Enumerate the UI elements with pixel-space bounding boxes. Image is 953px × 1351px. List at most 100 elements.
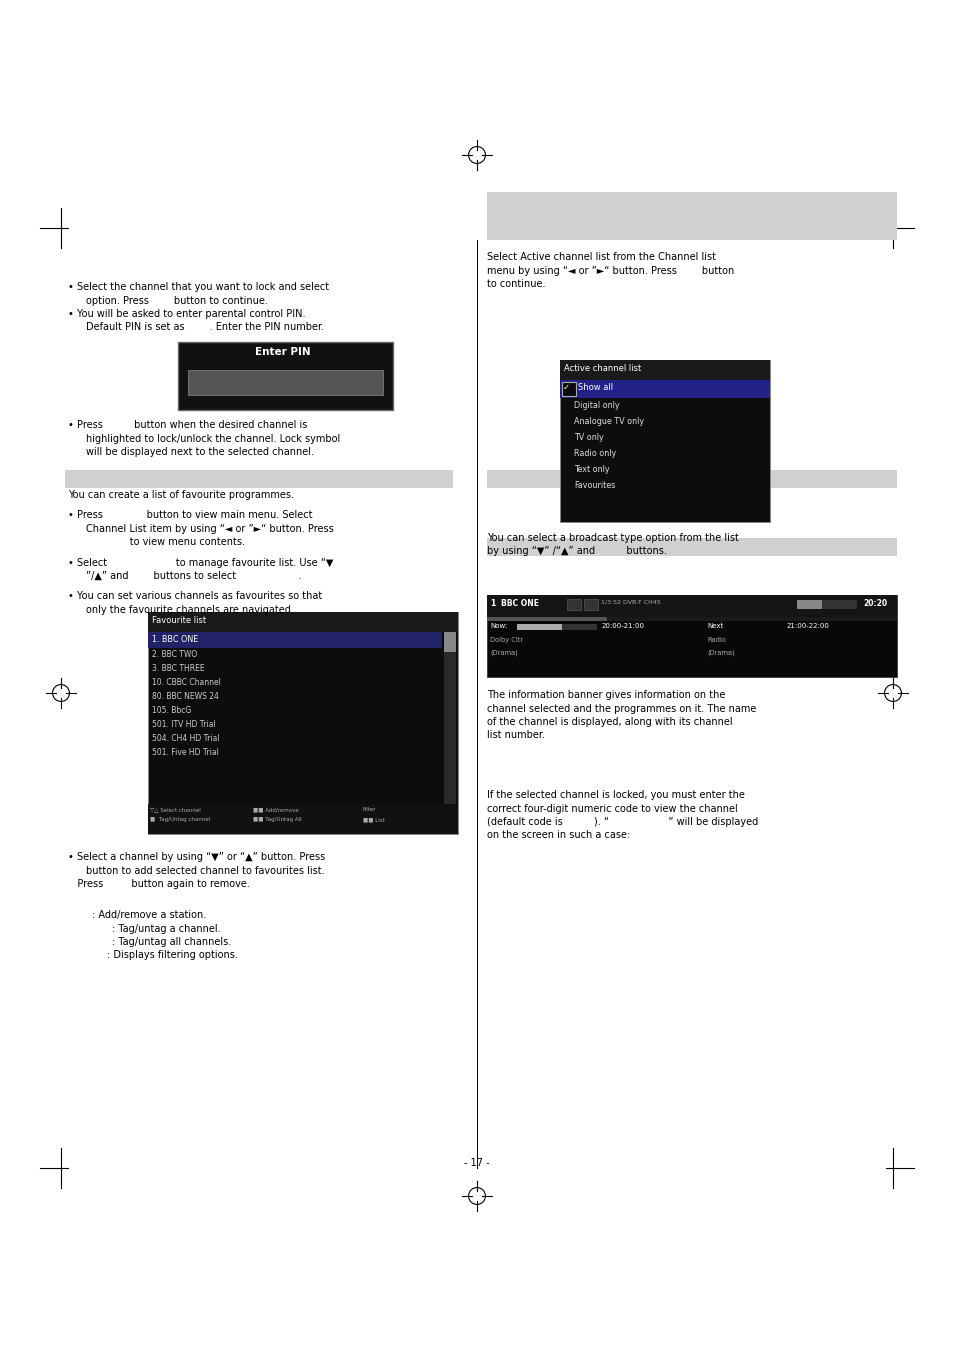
Text: • You can set various channels as favourites so that: • You can set various channels as favour… (68, 592, 322, 601)
Text: 105. BbcG: 105. BbcG (152, 707, 191, 715)
Text: You can create a list of favourite programmes.: You can create a list of favourite progr… (68, 490, 294, 500)
Text: option. Press        button to continue.: option. Press button to continue. (86, 296, 268, 305)
Text: Default PIN is set as        . Enter the PIN number.: Default PIN is set as . Enter the PIN nu… (86, 323, 324, 332)
Bar (486, 594, 896, 617)
Text: • Select                      to manage favourite list. Use “▼: • Select to manage favourite list. Use “… (68, 558, 333, 567)
Text: Now:: Now: (490, 623, 507, 630)
Text: Select Active channel list from the Channel list: Select Active channel list from the Chan… (486, 253, 716, 262)
Text: • You will be asked to enter parental control PIN.: • You will be asked to enter parental co… (68, 309, 305, 319)
Text: The information banner gives information on the: The information banner gives information… (486, 690, 724, 700)
Bar (65, 470, 453, 488)
Text: Next: Next (706, 623, 722, 630)
Text: Enter PIN: Enter PIN (255, 347, 311, 357)
Text: ■■ List: ■■ List (363, 817, 384, 821)
Bar (148, 804, 457, 834)
Bar (486, 538, 896, 557)
Text: If the selected channel is locked, you must enter the: If the selected channel is locked, you m… (486, 790, 744, 800)
Bar (486, 594, 896, 677)
Text: button to add selected channel to favourites list.: button to add selected channel to favour… (86, 866, 324, 875)
Text: BBC ONE: BBC ONE (500, 598, 538, 608)
Text: will be displayed next to the selected channel.: will be displayed next to the selected c… (86, 447, 314, 457)
Text: (default code is          ). “                   ” will be displayed: (default code is ). “ ” will be displaye… (486, 817, 758, 827)
Text: : Tag/untag all channels.: : Tag/untag all channels. (112, 938, 231, 947)
Text: ”/▲” and        buttons to select                    .: ”/▲” and buttons to select . (86, 571, 301, 581)
Bar (148, 612, 457, 834)
Bar (583, 598, 598, 611)
Text: highlighted to lock/unlock the channel. Lock symbol: highlighted to lock/unlock the channel. … (86, 434, 340, 443)
Text: 2. BBC TWO: 2. BBC TWO (152, 650, 197, 659)
Text: 80. BBC NEWS 24: 80. BBC NEWS 24 (152, 692, 218, 701)
Bar (443, 632, 456, 804)
Text: 1: 1 (490, 598, 495, 608)
Text: ✓: ✓ (562, 382, 569, 392)
Bar (517, 624, 597, 630)
Bar (188, 370, 382, 394)
Text: 20:00-21:00: 20:00-21:00 (601, 623, 644, 630)
Bar (148, 612, 457, 632)
Text: of the channel is displayed, along with its channel: of the channel is displayed, along with … (486, 717, 732, 727)
Text: : Add/remove a station.: : Add/remove a station. (91, 911, 206, 920)
Text: : Tag/untag a channel.: : Tag/untag a channel. (112, 924, 220, 934)
Text: • Press              button to view main menu. Select: • Press button to view main menu. Select (68, 511, 313, 520)
Text: correct four-digit numeric code to view the channel: correct four-digit numeric code to view … (486, 804, 737, 813)
Text: Radio: Radio (706, 638, 725, 643)
Text: TV only: TV only (574, 434, 603, 442)
Bar (443, 632, 456, 653)
Text: on the screen in such a case:: on the screen in such a case: (486, 831, 630, 840)
Text: Analogue TV only: Analogue TV only (574, 417, 643, 426)
Text: ■  Tag/Untag channel: ■ Tag/Untag channel (150, 817, 210, 821)
Bar (486, 470, 896, 488)
Text: 20:20: 20:20 (862, 598, 886, 608)
Bar (559, 380, 769, 399)
Text: (Drama): (Drama) (490, 648, 517, 655)
Text: ▽△ Select channel: ▽△ Select channel (150, 807, 200, 812)
Text: Digital only: Digital only (574, 401, 619, 409)
Bar (561, 382, 576, 396)
Text: • Select a channel by using “▼” or “▲” button. Press: • Select a channel by using “▼” or “▲” b… (68, 852, 325, 862)
Text: 501. Five HD Trial: 501. Five HD Trial (152, 748, 218, 757)
Bar (178, 342, 393, 409)
Bar (148, 632, 441, 648)
Text: Channel List item by using “◄ or ”►“ button. Press: Channel List item by using “◄ or ”►“ but… (86, 524, 334, 534)
Bar (486, 617, 896, 621)
Text: • Press          button when the desired channel is: • Press button when the desired channel … (68, 420, 307, 430)
Text: 3. BBC THREE: 3. BBC THREE (152, 663, 204, 673)
Text: channel selected and the programmes on it. The name: channel selected and the programmes on i… (486, 704, 756, 713)
Text: list number.: list number. (486, 731, 544, 740)
Text: 504. CH4 HD Trial: 504. CH4 HD Trial (152, 734, 219, 743)
Bar (796, 600, 821, 609)
Text: 10. CBBC Channel: 10. CBBC Channel (152, 678, 221, 688)
Text: 1/3:52 DVB-T CH45: 1/3:52 DVB-T CH45 (600, 598, 660, 604)
Text: Dolby Cltr: Dolby Cltr (490, 638, 522, 643)
Text: You can select a broadcast type option from the list: You can select a broadcast type option f… (486, 534, 739, 543)
Text: 21:00-22:00: 21:00-22:00 (786, 623, 829, 630)
Text: Show all: Show all (578, 382, 613, 392)
Text: (Drama): (Drama) (706, 648, 734, 655)
Text: : Displays filtering options.: : Displays filtering options. (107, 951, 237, 961)
Text: Favourites: Favourites (574, 481, 615, 490)
Text: ■■ Add/remove: ■■ Add/remove (253, 807, 298, 812)
Bar (559, 359, 769, 521)
Bar (566, 598, 580, 611)
Text: only the favourite channels are navigated.: only the favourite channels are navigate… (86, 605, 294, 615)
Bar (796, 600, 856, 609)
Bar (486, 192, 896, 240)
Bar (517, 624, 561, 630)
Text: • Select the channel that you want to lock and select: • Select the channel that you want to lo… (68, 282, 329, 292)
Text: 1. BBC ONE: 1. BBC ONE (152, 635, 198, 644)
Text: Radio only: Radio only (574, 449, 616, 458)
Bar (559, 359, 769, 380)
Text: Favourite list: Favourite list (152, 616, 206, 626)
Text: to continue.: to continue. (486, 280, 545, 289)
Text: Press         button again to remove.: Press button again to remove. (68, 880, 250, 889)
Text: to view menu contents.: to view menu contents. (86, 538, 245, 547)
Text: ■■ Tag/Untag All: ■■ Tag/Untag All (253, 817, 301, 821)
Text: Active channel list: Active channel list (563, 363, 640, 373)
Text: Filter: Filter (363, 807, 376, 812)
Text: menu by using “◄ or ”►“ button. Press        button: menu by using “◄ or ”►“ button. Press bu… (486, 266, 734, 276)
Text: 501. ITV HD Trial: 501. ITV HD Trial (152, 720, 215, 730)
Text: - 17 -: - 17 - (464, 1158, 489, 1169)
Text: by using “▼” /“▲” and          buttons.: by using “▼” /“▲” and buttons. (486, 547, 666, 557)
Text: Text only: Text only (574, 465, 609, 474)
Bar (486, 617, 606, 621)
